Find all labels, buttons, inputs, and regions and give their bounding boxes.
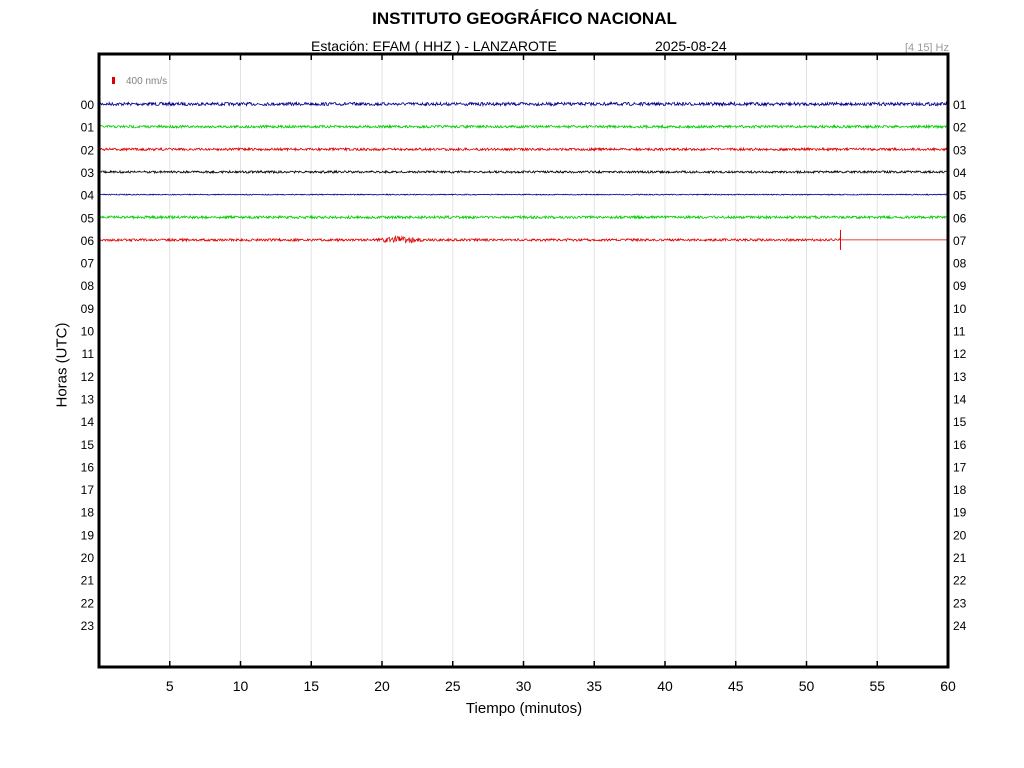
y-tick-label-right: 19 bbox=[953, 506, 967, 520]
y-tick-label-left: 09 bbox=[81, 302, 95, 316]
y-tick-label-right: 10 bbox=[953, 302, 967, 316]
y-tick-label-right: 16 bbox=[953, 438, 967, 452]
trace-05 bbox=[98, 214, 948, 221]
y-tick-label-left: 16 bbox=[81, 460, 95, 474]
scale-label: 400 nm/s bbox=[126, 76, 168, 87]
y-ticks: 00 01 02 03 04 05 06 07 08 09 10 11 12 13 14 15 16 17 18 19… bbox=[81, 98, 967, 633]
y-tick-label-left: 19 bbox=[81, 528, 95, 542]
y-tick-label-left: 23 bbox=[81, 619, 95, 633]
y-tick-label-left: 00 bbox=[81, 98, 95, 112]
x-tick-label: 60 bbox=[940, 678, 956, 694]
y-tick-label-left: 12 bbox=[81, 370, 95, 384]
traces bbox=[98, 100, 948, 250]
y-tick-label-left: 14 bbox=[81, 415, 95, 429]
y-tick-label-right: 24 bbox=[953, 619, 967, 633]
x-ticks: 5 10 15 20 25 30 35 40 45 50 55 60 bbox=[166, 54, 956, 694]
y-tick-label-left: 15 bbox=[81, 438, 95, 452]
y-tick-label-right: 23 bbox=[953, 596, 967, 610]
trace-00 bbox=[98, 100, 948, 108]
y-tick-label-right: 09 bbox=[953, 279, 967, 293]
y-tick-label-left: 17 bbox=[81, 483, 95, 497]
y-tick-label-right: 13 bbox=[953, 370, 967, 384]
x-tick-label: 55 bbox=[869, 678, 885, 694]
y-tick-label-left: 18 bbox=[81, 506, 95, 520]
x-tick-label: 40 bbox=[657, 678, 673, 694]
y-tick-label-right: 06 bbox=[953, 211, 967, 225]
x-tick-label: 45 bbox=[728, 678, 744, 694]
y-tick-label-left: 10 bbox=[81, 325, 95, 339]
y-tick-label-left: 03 bbox=[81, 166, 95, 180]
trace-04 bbox=[98, 193, 948, 196]
x-tick-label: 15 bbox=[303, 678, 319, 694]
y-tick-label-right: 08 bbox=[953, 257, 967, 271]
y-tick-label-right: 17 bbox=[953, 460, 967, 474]
y-tick-label-left: 05 bbox=[81, 211, 95, 225]
station-label: Estación: EFAM ( HHZ ) - LANZAROTE bbox=[311, 38, 557, 54]
page-title: INSTITUTO GEOGRÁFICO NACIONAL bbox=[372, 9, 677, 28]
y-tick-label-right: 18 bbox=[953, 483, 967, 497]
y-tick-label-left: 22 bbox=[81, 596, 95, 610]
y-tick-label-right: 11 bbox=[953, 325, 966, 339]
y-tick-label-left: 04 bbox=[81, 189, 95, 203]
x-tick-label: 50 bbox=[799, 678, 815, 694]
y-tick-label-left: 11 bbox=[82, 347, 95, 361]
scale-bar bbox=[112, 77, 115, 84]
y-tick-label-left: 02 bbox=[81, 143, 95, 157]
date-label: 2025-08-24 bbox=[655, 38, 727, 54]
y-tick-label-right: 22 bbox=[953, 574, 967, 588]
x-tick-label: 30 bbox=[516, 678, 532, 694]
y-tick-label-right: 15 bbox=[953, 415, 967, 429]
y-tick-label-right: 14 bbox=[953, 392, 967, 406]
y-tick-label-left: 20 bbox=[81, 551, 95, 565]
x-tick-label: 10 bbox=[233, 678, 249, 694]
trace-06 bbox=[98, 234, 841, 244]
y-tick-label-right: 04 bbox=[953, 166, 967, 180]
y-tick-label-right: 03 bbox=[953, 143, 967, 157]
trace-03 bbox=[98, 169, 948, 175]
y-tick-label-left: 13 bbox=[81, 392, 95, 406]
x-tick-label: 25 bbox=[445, 678, 461, 694]
y-tick-label-left: 01 bbox=[81, 121, 95, 135]
y-tick-label-left: 06 bbox=[81, 234, 95, 248]
trace-01 bbox=[98, 123, 948, 130]
y-tick-label-right: 07 bbox=[953, 234, 967, 248]
y-tick-label-left: 07 bbox=[81, 257, 95, 271]
y-tick-label-right: 05 bbox=[953, 189, 967, 203]
y-tick-label-right: 01 bbox=[953, 98, 967, 112]
grid-lines bbox=[169, 54, 878, 667]
y-tick-label-right: 02 bbox=[953, 121, 967, 135]
y-tick-label-right: 21 bbox=[953, 551, 967, 565]
x-axis-label: Tiempo (minutos) bbox=[465, 700, 583, 717]
y-tick-label-left: 08 bbox=[81, 279, 95, 293]
y-tick-label-right: 20 bbox=[953, 528, 967, 542]
x-tick-label: 35 bbox=[586, 678, 602, 694]
y-tick-label-right: 12 bbox=[953, 347, 967, 361]
trace-02 bbox=[98, 146, 948, 152]
x-tick-label: 20 bbox=[374, 678, 390, 694]
x-tick-label: 5 bbox=[166, 678, 174, 694]
filter-label: [4 15] Hz bbox=[904, 42, 949, 54]
y-tick-label-left: 21 bbox=[81, 574, 95, 588]
